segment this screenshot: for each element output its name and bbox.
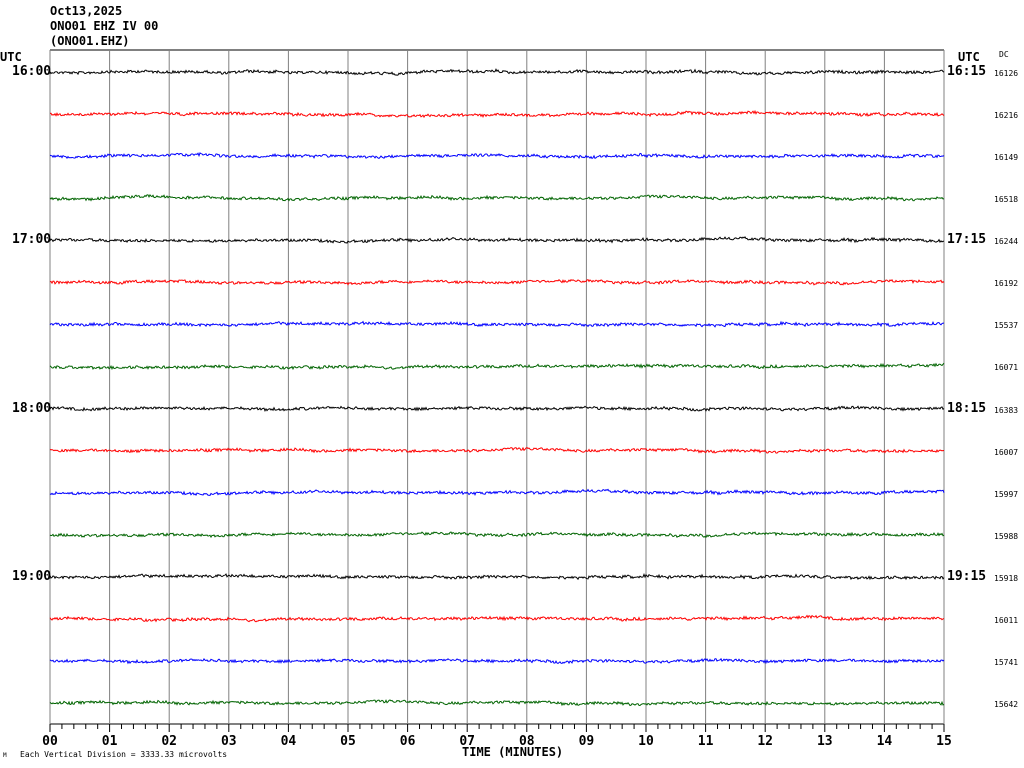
x-tick-label: 07 <box>459 734 476 749</box>
trace-line <box>49 236 944 244</box>
row-dc-value: 15918 <box>994 573 1019 583</box>
trace-line <box>49 278 945 286</box>
scale-note: Each Vertical Division = 3333.33 microvo… <box>20 750 228 759</box>
x-tick-label: 15 <box>936 734 952 749</box>
x-tick-label: 02 <box>161 734 178 749</box>
row-dc-value: 15988 <box>994 531 1019 541</box>
x-tick-label: 04 <box>280 734 297 749</box>
row-dc-value: 15741 <box>994 657 1019 667</box>
row-end-time: 16:15 <box>947 64 987 79</box>
x-axis-title: TIME (MINUTES) <box>462 745 564 759</box>
trace-line <box>49 446 945 454</box>
row-dc-value: 16216 <box>994 111 1019 121</box>
row-start-time: 17:00 <box>12 232 52 248</box>
x-tick-label: 11 <box>697 734 714 749</box>
x-tick-label: 13 <box>816 734 833 749</box>
trace-line <box>49 488 945 497</box>
row-dc-value: 16126 <box>994 69 1019 78</box>
row-end-time: 17:15 <box>947 232 987 248</box>
row-end-time: 19:15 <box>947 568 987 584</box>
x-tick-label: 14 <box>876 734 893 749</box>
x-tick-label: 08 <box>518 734 535 749</box>
row-dc-value: 16011 <box>994 615 1019 625</box>
right-utc-label: UTC <box>958 50 980 64</box>
trace-line <box>49 614 945 623</box>
trace-line <box>49 68 945 76</box>
row-start-time: 18:00 <box>12 400 52 416</box>
row-dc-value: 16149 <box>994 153 1019 163</box>
row-dc-value: 16007 <box>994 447 1019 457</box>
channel-label: (ONO01.EHZ) <box>50 34 130 48</box>
row-dc-value: 16071 <box>994 363 1019 373</box>
x-tick-label: 01 <box>101 734 118 749</box>
x-tick-label: 05 <box>340 734 356 749</box>
trace-line <box>49 657 945 665</box>
row-dc-value: 15642 <box>994 700 1019 710</box>
row-dc-value: 15997 <box>994 489 1019 499</box>
trace-line <box>49 405 945 413</box>
trace-line <box>49 109 945 119</box>
trace-line <box>49 699 945 707</box>
row-dc-value: 16518 <box>994 195 1019 205</box>
x-tick-label: 09 <box>578 734 595 749</box>
x-tick-label: 00 <box>42 734 58 749</box>
trace-line <box>49 152 945 160</box>
trace-line <box>49 320 944 328</box>
trace-line <box>49 573 945 581</box>
x-tick-label: 12 <box>757 734 774 749</box>
row-start-time: 19:00 <box>12 568 52 584</box>
x-tick-label: 06 <box>399 734 416 749</box>
row-dc-value: 16244 <box>994 237 1019 247</box>
row-end-time: 18:15 <box>947 400 987 416</box>
left-utc-label: UTC <box>0 50 22 64</box>
trace-line <box>49 193 945 202</box>
row-dc-value: 16383 <box>994 405 1019 415</box>
corner-mark: M <box>3 752 7 759</box>
date-label: Oct13,2025 <box>50 4 123 18</box>
row-start-time: 16:00 <box>12 64 52 79</box>
trace-line <box>49 362 945 371</box>
x-tick-label: 10 <box>638 734 654 749</box>
dc-label: DC <box>999 50 1009 59</box>
row-dc-value: 16192 <box>994 279 1019 289</box>
row-dc-value: 15537 <box>994 321 1019 331</box>
trace-line <box>49 531 945 539</box>
x-tick-label: 03 <box>220 734 237 749</box>
station-label: ONO01 EHZ IV 00 <box>50 19 159 33</box>
